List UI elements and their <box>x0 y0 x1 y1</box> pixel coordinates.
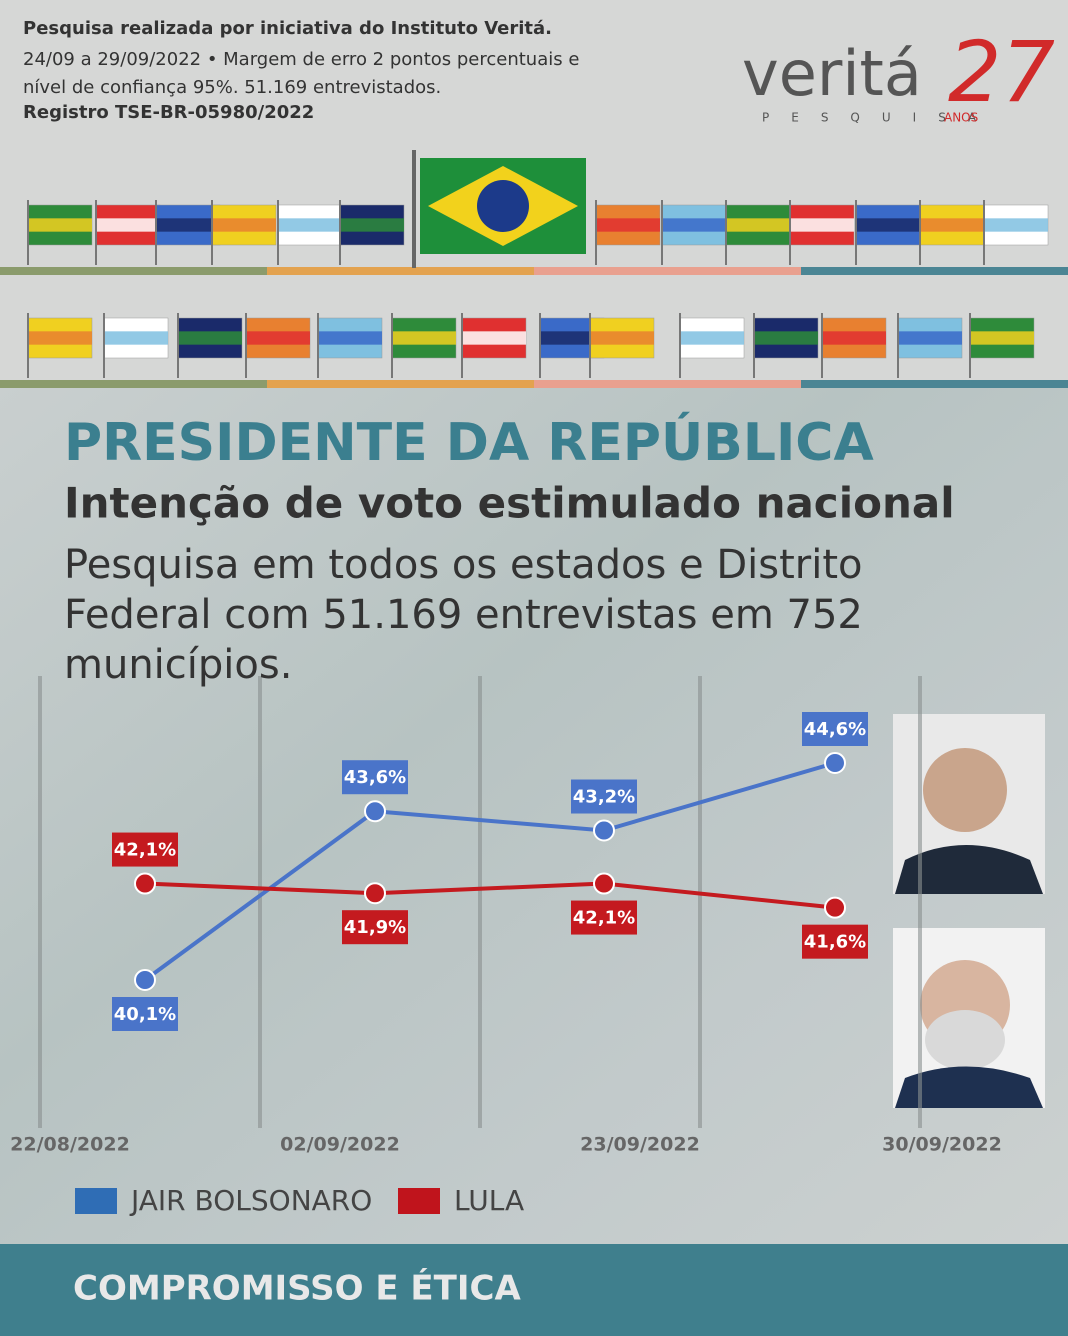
legend-label: LULA <box>454 1184 524 1217</box>
flag-stripe <box>540 331 604 345</box>
flag-stripe <box>28 331 92 345</box>
flag-stripe <box>984 218 1048 232</box>
data-label: 42,1% <box>573 908 635 929</box>
label-box <box>112 997 178 1031</box>
point <box>824 752 846 774</box>
series-line <box>144 881 836 910</box>
chart-note: Pesquisa em todos os estados e Distrito … <box>64 542 863 688</box>
point <box>593 819 615 842</box>
flag-stripe <box>596 218 660 232</box>
chart-subtitle: Intenção de voto estimulado nacional <box>64 479 955 528</box>
label-box <box>342 910 408 945</box>
flag-stripe <box>392 331 456 345</box>
flag-stripe <box>754 331 818 345</box>
color-band <box>801 380 1068 388</box>
color-band <box>0 267 267 275</box>
logo-years-label: ANOS <box>944 111 978 125</box>
flag-stripe <box>246 331 310 345</box>
photo-face <box>923 748 1007 832</box>
chart-title: PRESIDENTE DA REPÚBLICA <box>64 411 874 473</box>
header-line1: Pesquisa realizada por iniciativa do Ins… <box>23 18 553 39</box>
series-line <box>143 761 836 982</box>
x-tick-label: 22/08/2022 <box>10 1134 130 1156</box>
x-tick-label: 02/09/2022 <box>280 1134 400 1156</box>
logo-years: 27 <box>948 23 1055 121</box>
footer-text: COMPROMISSO E ÉTICA <box>73 1268 521 1309</box>
label-box <box>112 832 178 867</box>
header-line3: Registro TSE-BR-05980/2022 <box>23 102 315 123</box>
flag-stripe <box>822 331 886 345</box>
flag-stripe <box>156 218 220 232</box>
color-band <box>801 267 1068 275</box>
flag-stripe <box>790 218 854 232</box>
photo-beard <box>925 1010 1005 1070</box>
x-tick-label: 30/09/2022 <box>882 1134 1002 1156</box>
flag-stripe <box>212 218 276 232</box>
flag-stripe <box>178 331 242 345</box>
crowd-bg <box>0 386 1068 1244</box>
point <box>134 872 156 895</box>
label-box <box>571 779 637 814</box>
data-label: 43,6% <box>344 767 406 788</box>
flag-stripe <box>462 331 526 345</box>
flag-brazil-globe <box>477 180 529 232</box>
legend-swatch <box>398 1188 440 1214</box>
flag-stripe <box>920 218 984 232</box>
flag-stripe <box>590 331 654 345</box>
flag-stripe <box>898 331 962 345</box>
label-box <box>342 760 408 795</box>
legend-swatch <box>75 1188 117 1214</box>
color-band <box>534 380 801 388</box>
label-box <box>571 900 637 935</box>
flag-stripe <box>662 218 726 232</box>
logo-tagline: PESQUISA <box>762 111 998 125</box>
data-label: 41,9% <box>344 917 406 938</box>
photo-suit <box>895 845 1043 894</box>
x-tick-label: 23/09/2022 <box>580 1134 700 1156</box>
color-band <box>0 380 267 388</box>
flag-stripe <box>680 331 744 345</box>
flag-stripe <box>96 218 160 232</box>
flag-stripe <box>318 331 382 345</box>
label-box <box>802 924 868 959</box>
point <box>364 882 386 905</box>
header-line2: 24/09 a 29/09/2022 • Margem de erro 2 po… <box>23 49 580 98</box>
data-label: 44,6% <box>804 719 866 740</box>
flag-stripe <box>856 218 920 232</box>
point <box>364 800 386 823</box>
flag-stripe <box>278 218 342 232</box>
flag-stripe <box>970 331 1034 345</box>
label-box <box>802 712 868 746</box>
flag-stripe <box>340 218 404 232</box>
flag-stripe <box>726 218 790 232</box>
footer-bg <box>0 1244 1068 1336</box>
color-band <box>267 380 534 388</box>
data-label: 42,1% <box>114 840 176 861</box>
data-label: 43,2% <box>573 787 635 808</box>
point <box>134 969 156 991</box>
point <box>593 872 615 895</box>
data-label: 40,1% <box>114 1004 176 1025</box>
color-band <box>534 267 801 275</box>
flag-stripe <box>104 331 168 345</box>
photo-suit <box>895 1066 1043 1108</box>
data-label: 41,6% <box>804 932 866 953</box>
flags <box>0 150 1068 388</box>
point <box>824 896 846 919</box>
flag-stripe <box>28 218 92 232</box>
logo-name: veritá <box>742 37 922 110</box>
legend-label: JAIR BOLSONARO <box>129 1184 372 1217</box>
color-band <box>267 267 534 275</box>
